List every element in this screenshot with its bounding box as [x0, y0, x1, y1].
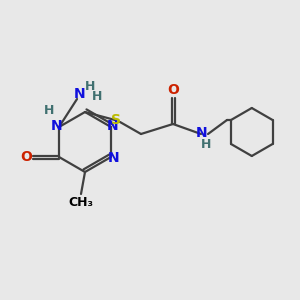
Text: O: O	[167, 83, 179, 97]
Text: S: S	[111, 113, 121, 127]
Text: N: N	[108, 151, 120, 165]
Text: H: H	[44, 104, 54, 118]
Text: O: O	[20, 150, 32, 164]
Text: N: N	[74, 87, 86, 101]
Text: CH₃: CH₃	[68, 196, 94, 208]
Text: N: N	[107, 119, 119, 133]
Text: H: H	[85, 80, 95, 94]
Text: N: N	[196, 126, 208, 140]
Text: N: N	[51, 119, 63, 133]
Text: H: H	[201, 139, 211, 152]
Text: H: H	[92, 89, 102, 103]
